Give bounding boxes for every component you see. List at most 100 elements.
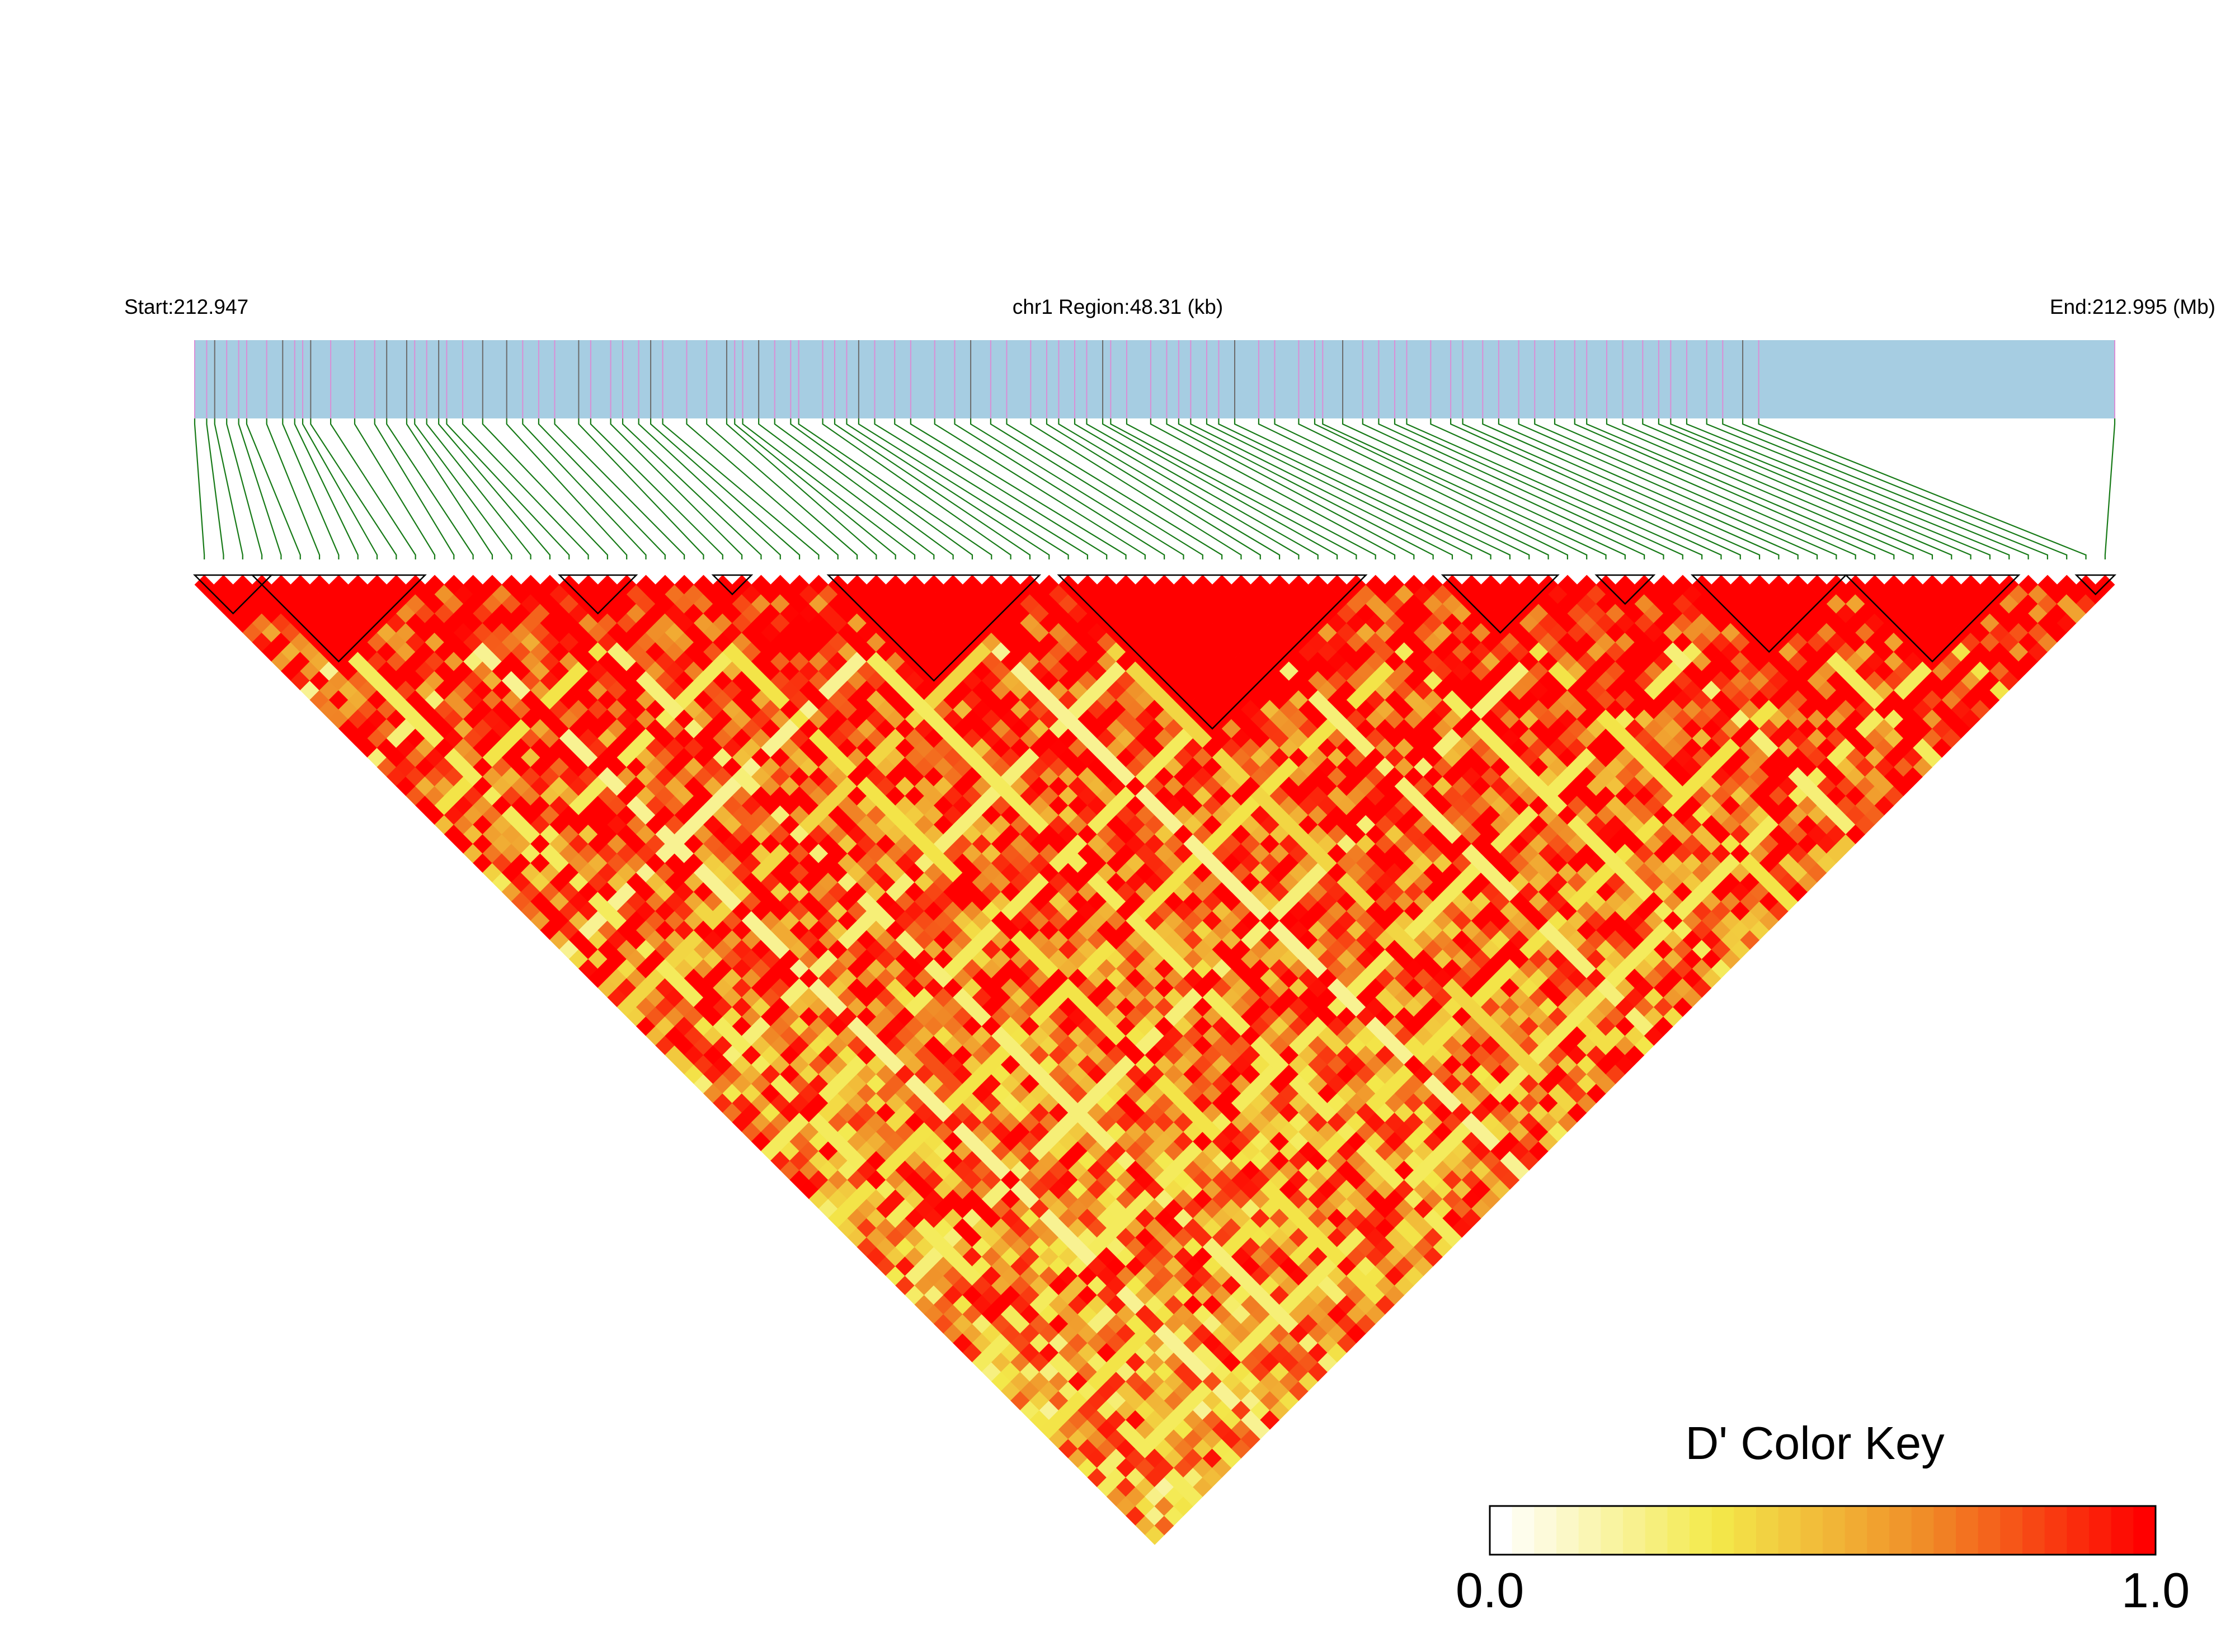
snp-connector-line bbox=[1658, 418, 1971, 559]
snp-connector-line bbox=[874, 418, 1088, 559]
snp-connector-line bbox=[858, 418, 1069, 559]
snp-connector-line bbox=[1178, 418, 1434, 559]
region-label: chr1 Region:48.31 (kb) bbox=[1013, 295, 1223, 318]
snp-connector-line bbox=[1450, 418, 1741, 559]
snp-connector-line bbox=[650, 418, 801, 559]
snp-connector-line bbox=[1554, 418, 1856, 559]
snp-connector-line bbox=[894, 418, 1108, 559]
snp-connector-line bbox=[1362, 418, 1645, 559]
snp-connector-line bbox=[1686, 418, 2010, 559]
snp-connector-line bbox=[1378, 418, 1664, 559]
snp-connector-line bbox=[1482, 418, 1780, 559]
snp-connector-line bbox=[1430, 418, 1722, 559]
snp-connector-line bbox=[1322, 418, 1607, 559]
snp-connector-line bbox=[590, 418, 723, 559]
snp-connector-line bbox=[310, 418, 397, 559]
snp-connector-line bbox=[834, 418, 1031, 559]
snp-connector-line bbox=[1314, 418, 1588, 559]
snp-connector-line bbox=[934, 418, 1146, 559]
snp-connector-line bbox=[1574, 418, 1876, 559]
snp-connector-line bbox=[1110, 418, 1357, 559]
snp-connector-line bbox=[1642, 418, 1952, 559]
snp-connector-line bbox=[1534, 418, 1837, 559]
snp-connector-line bbox=[1126, 418, 1376, 559]
snp-connector-line bbox=[1058, 418, 1281, 559]
snp-connector-line bbox=[1758, 418, 2087, 559]
snp-connector-line bbox=[554, 418, 685, 559]
snp-connector-line bbox=[426, 418, 531, 559]
snp-connector-line bbox=[1074, 418, 1300, 559]
snp-connector-line bbox=[1462, 418, 1761, 559]
snp-connector-line bbox=[226, 418, 263, 559]
ld-matrix bbox=[194, 575, 2115, 1545]
snp-connector-line bbox=[1722, 418, 2048, 559]
snp-connector-line bbox=[462, 418, 589, 559]
snp-connector-line bbox=[686, 418, 839, 559]
snp-connector-line bbox=[846, 418, 1050, 559]
snp-connector-line bbox=[406, 418, 493, 559]
snp-connector-line bbox=[438, 418, 551, 559]
snp-connector-line bbox=[1030, 418, 1242, 559]
snp-connector-line bbox=[954, 418, 1165, 559]
snp-connector-line bbox=[538, 418, 666, 559]
snp-connector-line bbox=[1622, 418, 1933, 559]
snp-connector-line bbox=[446, 418, 570, 559]
track-bar bbox=[195, 340, 2115, 418]
snp-connector-line bbox=[742, 418, 916, 559]
snp-position-track bbox=[194, 340, 2115, 418]
snp-connector-line bbox=[1190, 418, 1453, 559]
snp-connector-line bbox=[266, 418, 321, 559]
snp-connector-line bbox=[758, 418, 935, 559]
snp-connector-line bbox=[522, 418, 647, 559]
snp-connector-line bbox=[1298, 418, 1568, 559]
snp-connector-line bbox=[1606, 418, 1914, 559]
snp-connector-line bbox=[990, 418, 1203, 559]
snp-connector-line bbox=[1166, 418, 1415, 559]
snp-connector-line bbox=[282, 418, 340, 559]
snp-connector-line bbox=[1742, 418, 2068, 559]
snp-connector-line bbox=[2104, 418, 2116, 559]
snp-connector-line bbox=[1342, 418, 1626, 559]
snp-connector-line bbox=[482, 418, 608, 559]
start-label: Start:212.947 bbox=[124, 295, 248, 318]
snp-connector-line bbox=[1670, 418, 1991, 559]
snp-connector-line bbox=[790, 418, 973, 559]
snp-connector-line bbox=[246, 418, 301, 559]
snp-connector-line bbox=[1586, 418, 1895, 559]
snp-connector-line bbox=[1046, 418, 1261, 559]
snp-connector-line bbox=[1706, 418, 2029, 559]
snp-connector-line bbox=[706, 418, 858, 559]
snp-connector-line bbox=[662, 418, 820, 559]
snp-connector-line bbox=[386, 418, 474, 559]
end-label: End:212.995 (Mb) bbox=[2050, 295, 2215, 318]
snp-connector-line bbox=[734, 418, 896, 559]
snp-connector-line bbox=[1086, 418, 1319, 559]
snp-connector-line bbox=[1150, 418, 1396, 559]
snp-connector-line bbox=[726, 418, 877, 559]
snp-connector-line bbox=[822, 418, 1011, 559]
snp-connector-line bbox=[1274, 418, 1549, 559]
snp-connector-line bbox=[970, 418, 1184, 559]
snp-connector-line bbox=[638, 418, 781, 559]
snp-connector-line bbox=[1406, 418, 1703, 559]
snp-connector-line bbox=[214, 418, 243, 559]
snp-connector-line bbox=[302, 418, 378, 559]
snp-connector-line bbox=[206, 418, 224, 559]
snp-connector-line bbox=[238, 418, 282, 559]
snp-connector-line bbox=[330, 418, 416, 559]
snp-connector-line bbox=[1498, 418, 1799, 559]
snp-connector-line bbox=[1102, 418, 1338, 559]
snp-connector-line bbox=[910, 418, 1127, 559]
snp-ticks bbox=[194, 340, 2115, 418]
snp-connector-line bbox=[610, 418, 743, 559]
snp-connector-line bbox=[1518, 418, 1818, 559]
snp-connector-line bbox=[414, 418, 512, 559]
snp-connector-line bbox=[506, 418, 628, 559]
snp-connector-line bbox=[1006, 418, 1223, 559]
snp-connector-line bbox=[578, 418, 704, 559]
snp-connector-line bbox=[194, 418, 205, 559]
snp-connector-line bbox=[1394, 418, 1683, 559]
snp-connector-line bbox=[294, 418, 359, 559]
snp-connector-line bbox=[374, 418, 455, 559]
